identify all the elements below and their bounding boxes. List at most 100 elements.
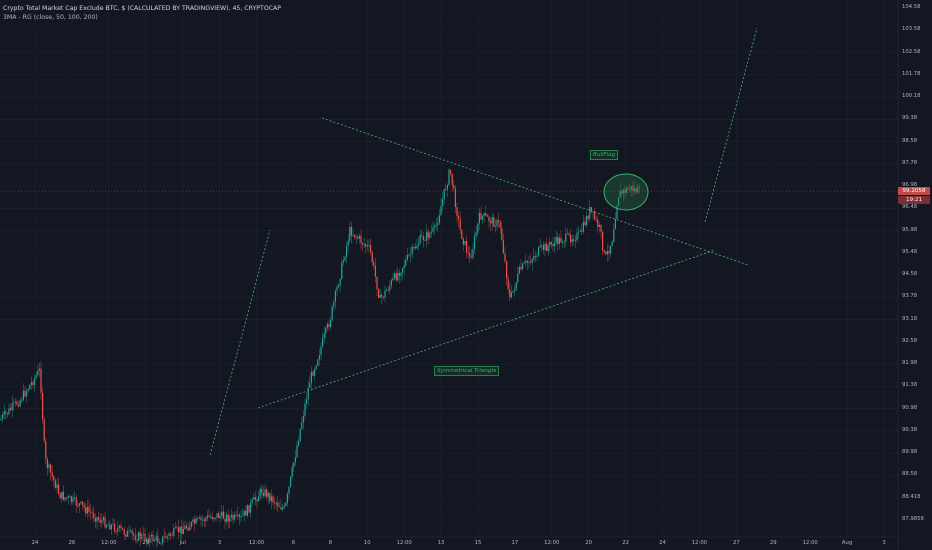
candle-body (270, 496, 272, 502)
trendlines (0, 27, 898, 456)
candle-body (488, 216, 490, 222)
candle-body (598, 224, 600, 227)
candle-body (536, 255, 538, 257)
candle-body (272, 496, 274, 503)
candle-body (485, 213, 487, 216)
candle-body (240, 516, 242, 518)
candle-body (96, 517, 98, 522)
candle-body (382, 297, 384, 298)
time-axis-label: 17 (511, 540, 519, 546)
candle-body (320, 346, 322, 356)
candle-body (243, 510, 245, 516)
candle-body (288, 486, 290, 494)
candle-body (104, 517, 106, 528)
candle-body (48, 464, 50, 468)
candle-body (354, 234, 356, 238)
candle-body (390, 280, 392, 286)
candle-body (414, 246, 416, 249)
candle-body (280, 506, 282, 510)
candle-body (110, 524, 112, 530)
candle-body (18, 404, 20, 407)
time-axis-label: 6 (291, 540, 296, 546)
candle-body (358, 235, 360, 239)
candle-body (6, 413, 8, 415)
price-axis-label: 103.58 (902, 26, 921, 33)
candle-body (560, 237, 562, 243)
triangle-lower-trendline[interactable] (257, 249, 716, 409)
candle-body (245, 510, 247, 516)
candle-body (603, 250, 605, 253)
candle-body (123, 529, 125, 535)
candle-body (466, 241, 468, 253)
candle-body (347, 240, 349, 246)
time-axis-label: 12:00 (396, 540, 412, 546)
candle-body (315, 365, 317, 370)
candle-body (635, 188, 637, 193)
candle-body (62, 491, 64, 501)
candle-body (78, 503, 80, 507)
candle-body (384, 290, 386, 298)
candle-body (469, 253, 471, 258)
price-axis-label: 95.48 (902, 248, 918, 255)
candle-body (80, 501, 82, 504)
candle-body (531, 259, 533, 263)
candle-body (264, 489, 266, 496)
candle-body (67, 496, 69, 499)
price-axis-label: 91.38 (902, 382, 918, 389)
price-axis-label: 101.78 (902, 70, 921, 77)
candle-body (194, 519, 196, 524)
candle-body (21, 400, 23, 401)
candle-body (581, 230, 583, 232)
candle-body (427, 231, 429, 238)
bull-flag-ellipse[interactable] (603, 173, 649, 211)
candle-body (304, 403, 306, 416)
candle-body (579, 230, 581, 232)
candle-body (578, 231, 580, 233)
candle-body (254, 497, 256, 500)
candle-body (605, 252, 607, 255)
candle-body (274, 502, 276, 503)
price-axis-label: 93.78 (902, 293, 918, 300)
candle-body (616, 205, 618, 220)
candle-body (349, 226, 351, 241)
candle-body (528, 261, 530, 263)
candle-body (440, 206, 442, 216)
candle-body (202, 519, 204, 521)
candle-body (336, 287, 338, 291)
candle-body (538, 247, 540, 256)
candle-body (472, 248, 474, 258)
indicator-label[interactable]: 3MA - RG (close, 50, 100, 200) (3, 14, 98, 21)
candle-body (611, 241, 613, 246)
candle-body (131, 530, 133, 534)
candle-body (638, 187, 640, 188)
candle-body (54, 480, 56, 489)
flagpole-projection-left[interactable] (209, 229, 271, 456)
candle-body (333, 301, 335, 307)
candle-body (61, 491, 63, 499)
candle-body (434, 225, 436, 228)
triangle-upper-trendline[interactable] (321, 117, 749, 266)
symmetrical-triangle-label[interactable]: Symmetrical Triangle (434, 366, 500, 376)
symbol-title[interactable]: Crypto Total Market Cap Exclude BTC, $ (… (3, 5, 281, 12)
candle-body (138, 532, 140, 541)
bull-flag-label[interactable]: BullFlag (590, 150, 619, 160)
time-axis-label: 12:00 (802, 540, 818, 546)
candle-body (555, 237, 557, 243)
breakout-projection-right[interactable] (704, 27, 758, 223)
candle-body (445, 188, 447, 190)
candle-body (40, 368, 42, 393)
candle-body (614, 219, 616, 230)
time-axis-label: 8 (328, 540, 332, 546)
candle-body (502, 240, 504, 254)
candle-body (325, 327, 327, 334)
candle-body (195, 518, 197, 524)
candle-body (246, 505, 248, 516)
candle-body (293, 462, 295, 468)
candle-body (267, 492, 269, 497)
candle-body (490, 221, 492, 224)
candle-body (518, 266, 520, 274)
candle-body (496, 219, 498, 227)
candle-body (309, 383, 311, 388)
candle-body (379, 294, 381, 298)
